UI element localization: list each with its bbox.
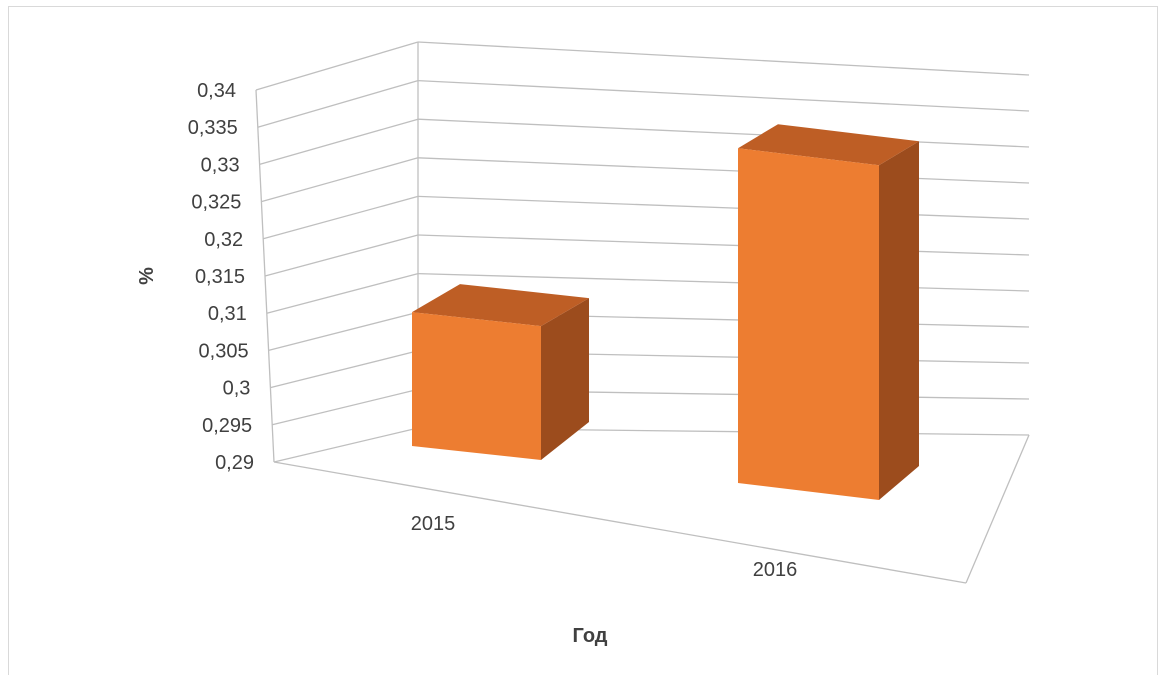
bar-top-face — [738, 124, 919, 166]
y-tick-label: 0,29 — [215, 452, 254, 474]
gridline-side — [273, 427, 419, 463]
gridline-back — [417, 118, 1030, 148]
floor-right-edge — [965, 434, 1030, 584]
y-tick-label: 0,325 — [191, 192, 241, 214]
bars — [412, 124, 919, 500]
x-tick-label: 2016 — [753, 559, 798, 581]
gridline-side — [264, 234, 419, 277]
gridline-back — [417, 157, 1030, 184]
y-tick-label: 0,305 — [199, 340, 249, 362]
bar-front-face — [412, 312, 541, 460]
y-tick-label: 0,31 — [208, 303, 247, 325]
y-tick-label: 0,335 — [188, 117, 238, 139]
gridline-side — [257, 79, 419, 128]
labels: % Год 0,29 0,295 0,3 0,305 0,31 0,315 0,32 0,32… — [136, 80, 797, 647]
bar-top-face — [412, 284, 589, 327]
y-axis-line — [255, 89, 275, 463]
gridline-side — [255, 41, 419, 91]
y-tick-label: 0,33 — [201, 154, 240, 176]
bar-2016 — [738, 124, 919, 500]
x-axis-title: Год — [573, 625, 608, 647]
bar-2015 — [412, 284, 589, 460]
bar-front-face — [738, 148, 879, 500]
y-tick-label: 0,315 — [195, 266, 245, 288]
gridline-back — [417, 79, 1030, 112]
gridline-back — [417, 234, 1030, 256]
gridline-side — [266, 272, 419, 314]
y-tick-label: 0,3 — [223, 378, 251, 400]
x-tick-label: 2015 — [411, 513, 456, 535]
y-axis-title: % — [136, 267, 158, 285]
y-tick-label: 0,295 — [202, 415, 252, 437]
gridline-side — [270, 350, 419, 389]
gridline-side — [263, 195, 419, 240]
gridline-side — [261, 157, 419, 203]
bar-side-face — [879, 141, 919, 500]
y-tick-label: 0,32 — [204, 229, 243, 251]
x-axis-line — [273, 461, 967, 584]
gridline-back — [417, 195, 1030, 220]
gridline-side — [272, 388, 419, 426]
gridline-back — [417, 41, 1030, 76]
y-tick-label: 0,34 — [197, 80, 236, 102]
gridline-back — [417, 272, 1030, 292]
axes — [255, 42, 1030, 584]
gridline-side — [268, 311, 419, 352]
gridline-side — [259, 118, 419, 166]
bar-side-face — [541, 298, 589, 460]
